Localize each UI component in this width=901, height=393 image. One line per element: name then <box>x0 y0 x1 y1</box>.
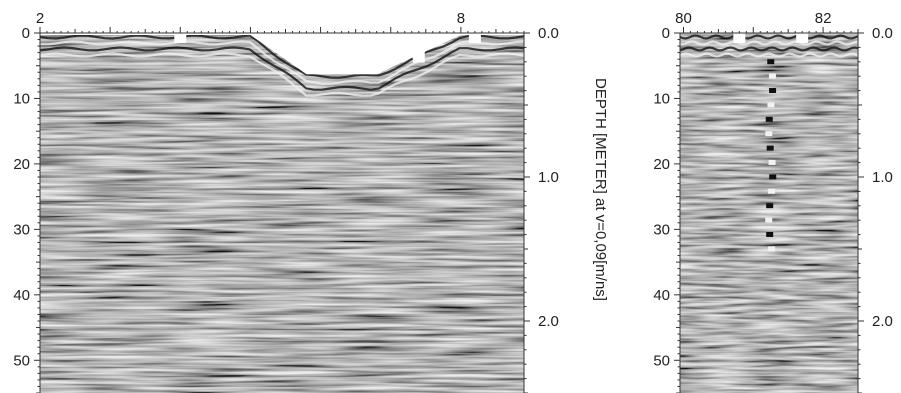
diffraction-mark <box>768 159 776 165</box>
y-tick-label: 50 <box>653 352 670 369</box>
y-tick-label: 10 <box>13 90 30 107</box>
diffraction-mark <box>768 188 776 194</box>
diffraction-mark <box>768 73 776 79</box>
reflector-band <box>680 34 858 40</box>
y-tick-label: 40 <box>653 287 670 304</box>
diffraction-mark <box>769 87 777 93</box>
diffraction-mark <box>769 174 777 180</box>
diffraction-mark <box>768 246 776 252</box>
depth-tick-label: 2.0 <box>538 313 559 330</box>
y-tick-label: 0 <box>662 25 670 42</box>
surface-marker <box>733 32 746 43</box>
depth-tick-label: 1.0 <box>872 169 893 186</box>
surface-marker <box>412 51 425 63</box>
x-tick-label: 82 <box>815 10 832 27</box>
y-tick-label: 0 <box>22 25 30 42</box>
diffraction-mark <box>765 116 773 122</box>
reflector-band <box>680 46 858 52</box>
y-tick-label: 30 <box>653 221 670 238</box>
diffraction-mark <box>767 102 775 108</box>
diffraction-mark <box>765 217 773 223</box>
reflector-band <box>40 40 524 85</box>
reflector-band <box>680 40 858 46</box>
diffraction-mark <box>766 145 774 151</box>
radargram-panel-right: 0 10 20 30 40 50 0.0 1.0 2.0 80 82 <box>653 10 893 393</box>
y-tick-label: 50 <box>13 352 30 369</box>
x-tick-label: 8 <box>457 10 465 27</box>
reflector-band <box>40 46 524 91</box>
reflector-band <box>680 52 858 58</box>
depth-tick-label: 2.0 <box>872 313 893 330</box>
surface-cut-left <box>40 31 524 75</box>
y-tick-label: 10 <box>653 90 670 107</box>
depth-tick-label: 0.0 <box>538 25 559 42</box>
reflector-band <box>40 34 524 79</box>
y-tick-label: 20 <box>653 156 670 173</box>
y-tick-label: 20 <box>13 156 30 173</box>
reflector-band <box>40 52 524 97</box>
diffraction-mark <box>767 59 775 65</box>
y-tick-label: 40 <box>13 287 30 304</box>
diffraction-mark <box>766 203 774 209</box>
depth-tick-label: 0.0 <box>872 25 893 42</box>
surface-marker <box>174 32 187 43</box>
x-tick-label: 80 <box>675 10 692 27</box>
diffraction-mark <box>765 131 773 137</box>
axes-right: 0 10 20 30 40 50 0.0 1.0 2.0 80 82 <box>653 10 893 393</box>
axes-left: 0 10 20 30 40 50 0.0 1.0 2.0 2 8 <box>13 10 559 393</box>
radargram-reflection-bands-left <box>40 33 524 393</box>
radargram-panel-left: 0 10 20 30 40 50 0.0 1.0 2.0 2 8 <box>13 10 559 393</box>
diffraction-mark <box>766 231 774 237</box>
y-tick-label: 30 <box>13 221 30 238</box>
surface-marker <box>468 32 481 43</box>
depth-tick-label: 1.0 <box>538 169 559 186</box>
depth-axis-label: DEPTH [METER] at v=0,09[m/ns] <box>592 78 609 301</box>
radargram-reflection-bands-right <box>680 33 858 393</box>
x-tick-label: 2 <box>36 10 44 27</box>
surface-marker <box>796 32 809 43</box>
